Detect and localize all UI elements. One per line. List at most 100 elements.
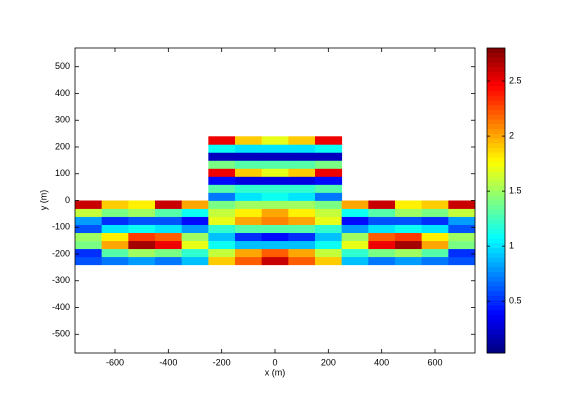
heat-cell [181,232,209,242]
heat-cell [421,240,449,250]
heat-cell [208,168,236,177]
heat-cell [368,248,396,258]
heat-cell [315,200,343,209]
heat-cell [101,224,129,234]
colorbar-frame [486,47,506,354]
colorbar-swatch [487,48,505,54]
heat-cell [315,256,343,266]
heat-cell [181,216,209,225]
heat-cell [448,248,476,258]
heat-cell [208,184,236,193]
heat-cell [261,136,289,145]
heat-cell [128,224,156,234]
heat-cell [261,216,289,225]
colorbar-swatch [487,86,505,92]
heat-cell [288,184,316,193]
heat-cell [101,248,129,258]
heat-cell [341,240,369,250]
colorbar-swatch [487,329,505,335]
heat-cell [75,248,103,258]
colorbar-swatch [487,162,505,168]
heat-cell [315,160,343,169]
heat-cell [75,256,103,266]
heat-cell [368,240,396,250]
heat-cell [235,248,263,258]
y-tick-label: -100 [52,222,70,232]
heat-cell [315,168,343,177]
heat-cell [288,176,316,185]
heat-cell [235,224,263,234]
heat-cell [208,152,236,161]
heat-cell [288,232,316,242]
colorbar-tick-label: 1 [509,241,514,251]
colorbar-swatch [487,57,505,63]
heat-cell [261,144,289,153]
colorbar-swatch [487,291,505,297]
heat-cell [155,200,183,209]
colorbar-swatch [487,300,505,306]
heat-cell [421,248,449,258]
heat-cell [288,240,316,250]
heat-cell [155,232,183,242]
heat-cell [288,192,316,201]
heat-cell [288,224,316,234]
y-tick-label: 100 [55,168,70,178]
heat-cell [395,232,423,242]
heat-cell [75,240,103,250]
heat-cell [341,224,369,234]
x-tick-label: -400 [159,357,177,367]
heat-cell [395,208,423,217]
heat-cell [101,256,129,266]
x-tick-label: 600 [427,357,442,367]
heat-cell [288,160,316,169]
colorbar-swatch [487,271,505,278]
heat-cell [261,192,289,201]
heat-cell [395,224,423,234]
heat-cell [181,248,209,258]
heat-cell [315,216,343,225]
heat-cell [155,240,183,250]
heat-cell [341,216,369,225]
heat-cell [261,184,289,193]
colorbar-swatch [487,171,505,178]
heat-cell [208,208,236,217]
heat-cell [181,224,209,234]
heat-cell [235,160,263,169]
heat-cell [101,240,129,250]
heat-cell [208,144,236,153]
colorbar-swatch [487,71,505,78]
heat-cell [395,240,423,250]
colorbar-swatch [487,62,505,68]
heat-cell [341,208,369,217]
y-tick-label: 0 [65,195,70,205]
colorbar-swatch [487,124,505,130]
colorbar-swatch [487,186,505,192]
heat-cell [421,200,449,209]
heat-cell [75,224,103,234]
colorbar-swatch [487,343,505,349]
y-axis-label: y (m) [38,190,48,211]
y-tick-label: -200 [52,248,70,258]
colorbar-swatch [487,310,505,316]
heat-cell [208,200,236,209]
heat-cell [155,224,183,234]
colorbar-swatch [487,81,505,87]
colorbar-swatch [487,305,505,311]
heat-cell [208,216,236,225]
colorbar-swatch [487,176,505,182]
heat-cell [235,216,263,225]
y-tick-label: 200 [55,141,70,151]
colorbar [487,48,505,354]
colorbar-swatch [487,67,505,73]
heat-cell [261,232,289,242]
heat-cell [181,200,209,209]
heat-cell [128,216,156,225]
colorbar-swatch [487,148,505,154]
heat-cell [208,136,236,145]
heat-cell [155,256,183,266]
heat-cell [261,256,289,266]
colorbar-swatch [487,119,505,125]
heat-cell [208,248,236,258]
heat-cell [395,200,423,209]
colorbar-swatch [487,181,505,187]
